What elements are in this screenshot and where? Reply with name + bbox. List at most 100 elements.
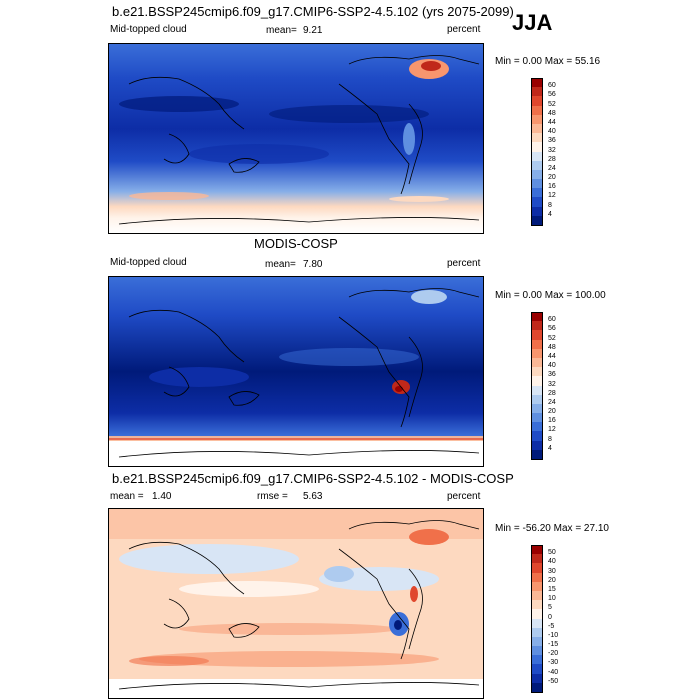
colorbar-tick-label: -20 [548, 650, 559, 658]
colorbar-segment [531, 78, 543, 88]
colorbar-segment [531, 440, 543, 451]
model-coastlines [118, 55, 480, 225]
colorbar-segment [531, 169, 543, 180]
panel-diff-colorbar: 50 40 30 20 15 10 5 0 -5 -10 -15 -20 -30 -40 -50 [531, 545, 571, 693]
panel-diff-header: b.e21.BSSP245cmip6.f09_g17.CMIP6-SSP2-4.… [112, 471, 514, 486]
panel-diff-mean-value: 1.40 [152, 491, 172, 502]
colorbar-tick-label: 30 [548, 567, 556, 575]
season-label: JJA [512, 10, 553, 35]
colorbar-segment [531, 179, 543, 189]
greenland-difference [409, 529, 449, 545]
colorbar-segment [531, 133, 543, 143]
panel-obs-mean-label: mean= [265, 259, 296, 270]
panel-model-variable: Mid-topped cloud [110, 24, 187, 35]
colorbar-segment [531, 673, 543, 684]
panel-model-mean-value: 9.21 [303, 25, 323, 36]
colorbar-segment [531, 197, 543, 208]
panel-model-mean-label: mean= [266, 25, 297, 36]
colorbar-tick-label: 20 [548, 576, 556, 584]
colorbar-tick-label: 50 [548, 549, 556, 557]
colorbar-segment [531, 413, 543, 423]
colorbar-tick-label: 60 [548, 316, 556, 324]
colorbar-segment [531, 160, 543, 171]
panel-diff-rmse-label: rmse = [257, 491, 288, 502]
colorbar-tick-label: 0 [548, 613, 552, 621]
colorbar-tick-label: -30 [548, 659, 559, 667]
colorbar-tick-label: 12 [548, 426, 556, 434]
panel-model-header: b.e21.BSSP245cmip6.f09_g17.CMIP6-SSP2-4.… [112, 4, 514, 19]
colorbar-segment [531, 664, 543, 675]
colorbar-tick-label: 48 [548, 343, 556, 351]
colorbar-segment [531, 330, 543, 341]
panel-obs-units: percent [447, 258, 481, 269]
colorbar-tick-label: 5 [548, 604, 552, 612]
colorbar-segment [531, 123, 543, 134]
colorbar-tick-label: 10 [548, 595, 556, 603]
colorbar-tick-label: 28 [548, 389, 556, 397]
panel-model-map [108, 43, 484, 234]
colorbar-segment [531, 545, 543, 555]
colorbar-tick-label: -5 [548, 622, 555, 630]
colorbar-segment [531, 431, 543, 442]
colorbar-tick-label: 48 [548, 109, 556, 117]
colorbar-tick-label: -40 [548, 668, 559, 676]
colorbar-tick-label: 28 [548, 155, 556, 163]
colorbar-tick-label: 44 [548, 352, 556, 360]
colorbar-segment [531, 554, 543, 564]
colorbar-tick-label: 36 [548, 371, 556, 379]
panel-model-minmax: Min = 0.00 Max = 55.16 [495, 56, 601, 67]
colorbar-tick-label: 56 [548, 91, 556, 99]
colorbar-segment [531, 655, 543, 665]
colorbar-segment [531, 206, 543, 217]
colorbar-segment [531, 385, 543, 396]
panel-obs-header: MODIS-COSP [254, 236, 338, 251]
colorbar-segment [531, 367, 543, 377]
panel-obs-variable: Mid-topped cloud [110, 257, 187, 268]
panel-obs-colorbar: 60 56 52 48 44 40 36 32 28 24 20 16 12 8 4 [531, 312, 571, 460]
colorbar-segment [531, 618, 543, 629]
colorbar-tick-label: -15 [548, 641, 559, 649]
colorbar-tick-label: 40 [548, 558, 556, 566]
colorbar-tick-label: 52 [548, 100, 556, 108]
colorbar-tick-label: 60 [548, 82, 556, 90]
panel-diff-units: percent [447, 491, 481, 502]
colorbar-segment [531, 96, 543, 107]
colorbar-tick-label: 32 [548, 146, 556, 154]
colorbar-segment [531, 105, 543, 116]
colorbar-tick-label: 16 [548, 417, 556, 425]
colorbar-segment [531, 321, 543, 331]
colorbar-segment [531, 572, 543, 583]
colorbar-segment [531, 682, 543, 693]
panel-diff-mean-label: mean = [110, 491, 144, 502]
colorbar-segment [531, 348, 543, 359]
colorbar-segment [531, 357, 543, 368]
colorbar-tick-label: 8 [548, 435, 552, 443]
colorbar-segment [531, 609, 543, 619]
colorbar-tick-label: 32 [548, 380, 556, 388]
colorbar-segment [531, 339, 543, 350]
colorbar-segment [531, 215, 543, 226]
colorbar-tick-label: 52 [548, 334, 556, 342]
panel-obs-mean-value: 7.80 [303, 259, 323, 270]
colorbar-segment [531, 646, 543, 656]
colorbar-segment [531, 627, 543, 638]
colorbar-tick-label: 40 [548, 128, 556, 136]
colorbar-segment [531, 87, 543, 97]
colorbar-segment [531, 563, 543, 574]
colorbar-tick-label: 20 [548, 174, 556, 182]
colorbar-segment [531, 422, 543, 432]
colorbar-segment [531, 114, 543, 125]
colorbar-segment [531, 151, 543, 162]
panel-diff-minmax: Min = -56.20 Max = 27.10 [495, 523, 609, 534]
panel-diff-rmse-value: 5.63 [303, 491, 323, 502]
colorbar-tick-label: -50 [548, 677, 559, 685]
colorbar-segment [531, 312, 543, 322]
panel-obs-minmax: Min = 0.00 Max = 100.00 [495, 290, 606, 301]
colorbar-segment [531, 581, 543, 592]
colorbar-segment [531, 449, 543, 460]
colorbar-segment [531, 142, 543, 152]
panel-obs-map [108, 276, 484, 467]
obs-coastlines [118, 288, 480, 458]
colorbar-segment [531, 600, 543, 610]
colorbar-tick-label: 36 [548, 137, 556, 145]
